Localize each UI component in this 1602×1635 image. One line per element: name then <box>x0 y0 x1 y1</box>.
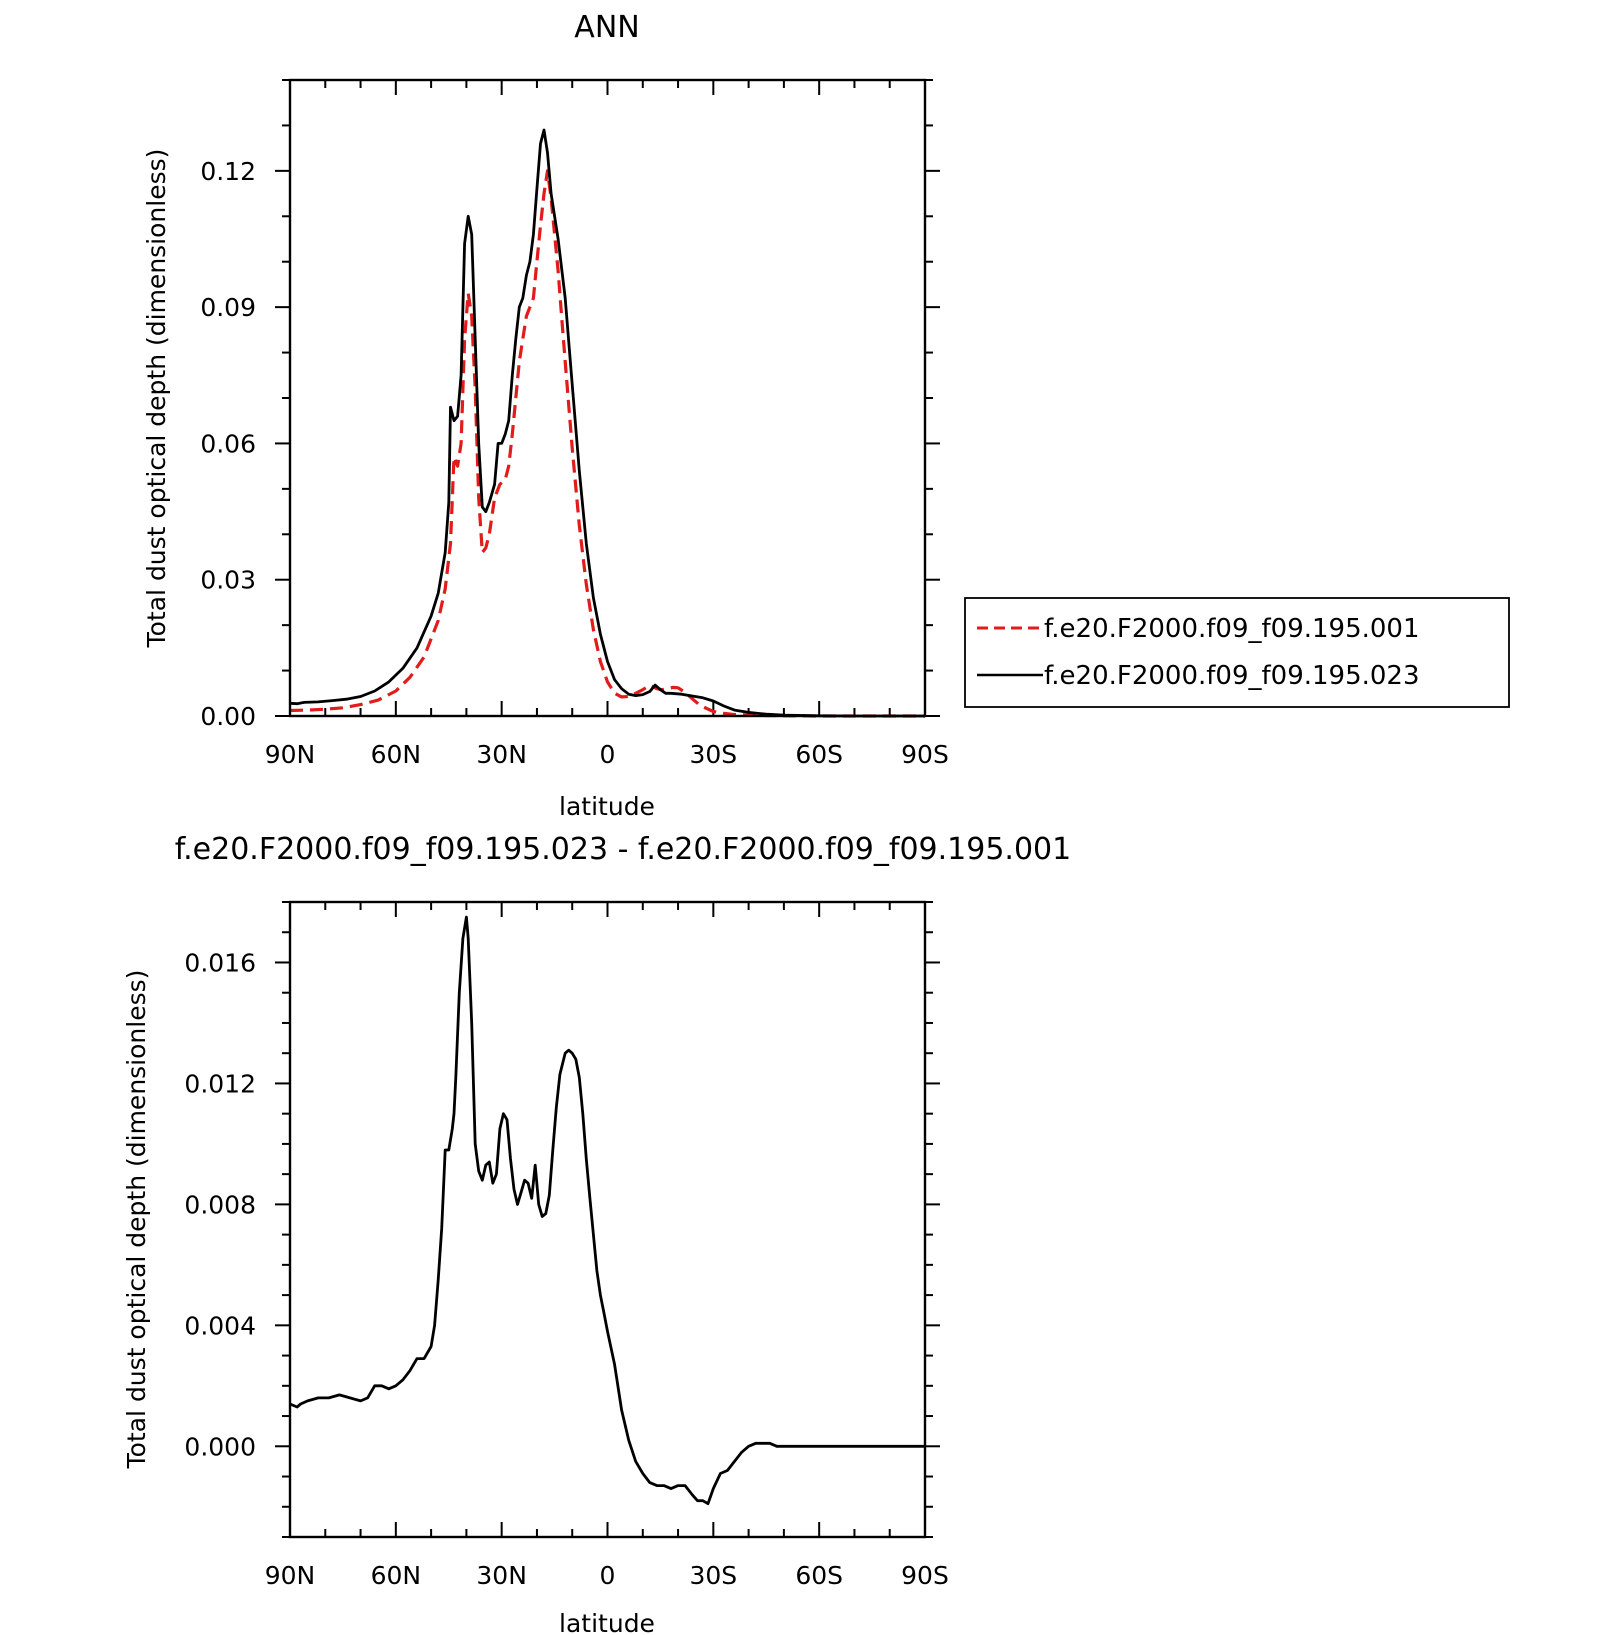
bottom-x-tick-label: 0 <box>600 1561 616 1590</box>
top-y-tick-label: 0.03 <box>200 566 256 595</box>
top-y-tick-label: 0.06 <box>200 429 256 458</box>
bottom-y-tick-label: 0.000 <box>184 1432 256 1461</box>
top-x-tick-label: 30S <box>689 740 737 769</box>
bottom-x-tick-label: 90S <box>901 1561 949 1590</box>
top-chart-title: ANN <box>574 10 639 45</box>
top-series-line-1 <box>289 128 925 718</box>
bottom-y-tick-label: 0.008 <box>184 1190 256 1219</box>
bottom-x-tick-label: 60N <box>371 1561 422 1590</box>
top-x-tick-labels: 90N 60N 30N 0 30S 60S 90S <box>265 740 949 769</box>
bottom-x-axis-label: latitude <box>559 1609 655 1635</box>
legend-box <box>964 597 1510 708</box>
top-y-axis-label: Total dust optical depth (dimensionless) <box>142 149 171 649</box>
top-y-tick-labels: 0.00 0.03 0.06 0.09 0.12 <box>200 157 256 731</box>
top-x-tick-label: 90N <box>265 740 316 769</box>
bottom-x-tick-label: 30N <box>476 1561 527 1590</box>
bottom-x-tick-label: 30S <box>689 1561 737 1590</box>
top-y-tick-label: 0.00 <box>200 702 256 731</box>
bottom-y-tick-label: 0.012 <box>184 1069 256 1098</box>
bottom-y-tick-label: 0.004 <box>184 1311 256 1340</box>
top-x-tick-label: 0 <box>600 740 616 769</box>
top-plot-frame <box>288 78 927 718</box>
bottom-axis-ticks <box>275 901 940 1538</box>
legend-entry-control: f.e20.F2000.f09_f09.195.001 <box>1044 614 1420 644</box>
bottom-x-tick-labels: 90N 60N 30N 0 30S 60S 90S <box>265 1561 949 1590</box>
legend: f.e20.F2000.f09_f09.195.001 f.e20.F2000.… <box>964 597 1510 708</box>
legend-entry-test: f.e20.F2000.f09_f09.195.023 <box>1044 661 1420 691</box>
bottom-x-tick-label: 60S <box>795 1561 843 1590</box>
top-y-tick-label: 0.09 <box>200 293 256 322</box>
bottom-series-lines <box>289 915 925 1506</box>
top-x-tick-label: 30N <box>476 740 527 769</box>
top-series-line-0 <box>289 169 925 718</box>
top-panel: ANN 90N 60N 30N 0 30S 60S 90S 0.00 0.03 0.06 0.09… <box>142 10 1510 821</box>
top-series-lines <box>289 128 925 718</box>
bottom-y-tick-label: 0.016 <box>184 948 256 977</box>
top-x-axis-label: latitude <box>559 792 655 821</box>
top-x-tick-label: 60N <box>371 740 422 769</box>
top-x-tick-label: 90S <box>901 740 949 769</box>
bottom-panel: f.e20.F2000.f09_f09.195.023 - f.e20.F200… <box>122 832 1071 1635</box>
bottom-series-line-0 <box>289 915 925 1506</box>
top-axis-ticks <box>275 79 940 717</box>
bottom-y-tick-labels: 0.000 0.004 0.008 0.012 0.016 <box>184 948 256 1461</box>
bottom-y-axis-label: Total dust optical depth (dimensionless) <box>122 970 151 1470</box>
bottom-plot-frame <box>288 900 927 1539</box>
bottom-chart-title: f.e20.F2000.f09_f09.195.023 - f.e20.F200… <box>175 832 1071 867</box>
top-y-tick-label: 0.12 <box>200 157 256 186</box>
top-x-tick-label: 60S <box>795 740 843 769</box>
bottom-x-tick-label: 90N <box>265 1561 316 1590</box>
